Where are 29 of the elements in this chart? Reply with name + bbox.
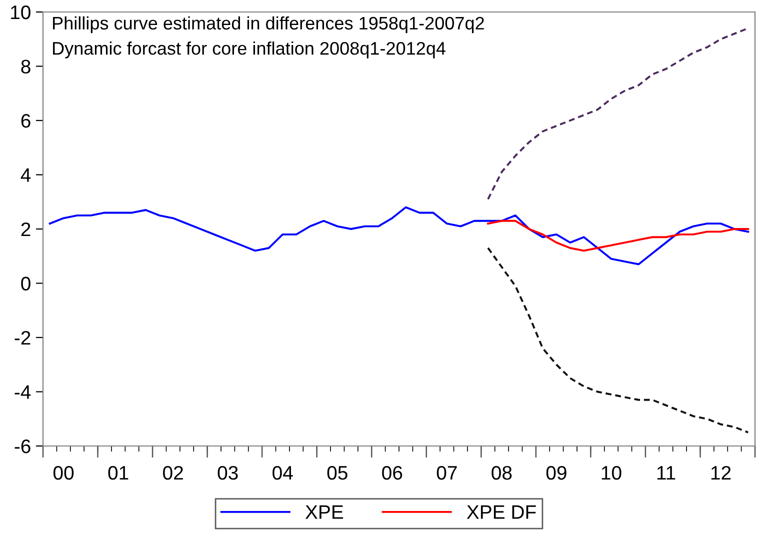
y-tick-label: 8 <box>21 60 30 74</box>
annotation: Phillips curve estimated in differences 1958q1-2007q2 <box>53 16 484 34</box>
y-tick-label: 2 <box>21 222 30 236</box>
x-tick-label: 07 <box>436 466 457 480</box>
line-series <box>487 220 750 252</box>
x-tick-label: 03 <box>218 466 238 480</box>
x-tick-label: 00 <box>53 466 74 480</box>
legend-label: XPE DF <box>466 505 536 519</box>
line-series <box>487 247 750 434</box>
y-tick-label: -4 <box>14 385 31 399</box>
y-tick-label: 0 <box>21 276 30 290</box>
x-tick-label: 08 <box>492 466 512 480</box>
x-tick-label: 09 <box>546 466 566 480</box>
line-series <box>48 206 750 266</box>
annotation: Dynamic forcast for core inflation 2008q1-2012q4 <box>53 42 446 58</box>
x-tick-label: 05 <box>327 466 348 480</box>
y-tick-label: -6 <box>14 439 30 454</box>
y-tick-label: 4 <box>20 168 31 182</box>
legend-label: XPE <box>305 505 344 519</box>
y-tick-label: 6 <box>21 114 30 128</box>
x-tick-label: 04 <box>272 466 293 480</box>
x-tick-label: 02 <box>163 466 183 480</box>
y-tick-label: -2 <box>14 330 30 345</box>
x-tick-label: 10 <box>602 466 622 480</box>
x-tick-label: 01 <box>108 466 128 480</box>
x-tick-label: 06 <box>382 466 402 480</box>
x-tick-label: 12 <box>711 466 731 480</box>
y-tick-label: 10 <box>11 5 30 20</box>
x-tick-label: 11 <box>657 466 676 480</box>
